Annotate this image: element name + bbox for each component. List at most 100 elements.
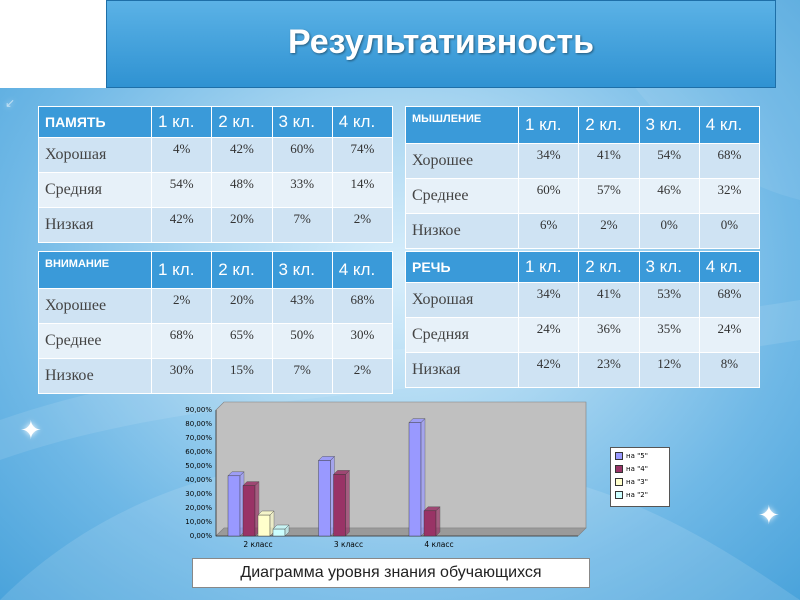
row-label: Низкая [38, 207, 152, 243]
legend-swatch [615, 452, 623, 460]
table-cell: 34% [517, 143, 580, 179]
legend-item: на "5" [615, 452, 648, 460]
y-tick-label: 80,00% [185, 420, 212, 428]
table-cell: 54% [150, 172, 213, 208]
table-cell: 4% [150, 137, 213, 173]
legend-swatch [615, 491, 623, 499]
sparkle-icon: ✦ [20, 415, 42, 445]
x-tick-label: 4 класс [424, 540, 453, 549]
table-cell: 41% [578, 143, 640, 179]
y-tick-label: 50,00% [185, 462, 212, 470]
table-cell: 74% [331, 137, 394, 173]
table-cell: 42% [517, 352, 580, 388]
table-cell: 24% [517, 317, 580, 353]
table-row: Низкая 42% 20% 7% 2% [38, 207, 394, 243]
attention-table: ВНИМАНИЕ 1 кл. 2 кл. 3 кл. 4 кл. Хорошее… [38, 251, 394, 394]
legend-swatch [615, 465, 623, 473]
table-cell: 0% [638, 213, 700, 249]
y-tick-label: 20,00% [185, 504, 212, 512]
table-row: Среднее 68% 65% 50% 30% [38, 323, 394, 359]
table-cell: 68% [698, 282, 761, 318]
column-header: 2 кл. [578, 251, 640, 283]
table-cell: 6% [517, 213, 580, 249]
table-cell: 30% [331, 323, 394, 359]
column-header: 3 кл. [271, 106, 333, 138]
table-cell: 15% [211, 358, 273, 394]
bar [272, 528, 286, 537]
bar-side [284, 524, 290, 537]
column-header: 3 кл. [638, 251, 700, 283]
table-cell: 7% [271, 358, 333, 394]
table-cell: 68% [698, 143, 761, 179]
table-name: РЕЧЬ [405, 251, 519, 283]
y-tick-label: 70,00% [185, 434, 212, 442]
column-header: 4 кл. [698, 251, 761, 283]
table-cell: 54% [638, 143, 700, 179]
table-header-row: РЕЧЬ 1 кл. 2 кл. 3 кл. 4 кл. [405, 251, 761, 283]
table-cell: 41% [578, 282, 640, 318]
left-white-strip [0, 0, 106, 88]
row-label: Среднее [405, 178, 519, 214]
row-label: Низкое [405, 213, 519, 249]
table-name: МЫШЛЕНИЕ [405, 106, 519, 144]
bar [318, 460, 331, 537]
memory-table: ПАМЯТЬ 1 кл. 2 кл. 3 кл. 4 кл. Хорошая 4… [38, 106, 394, 243]
chart-legend: на "5" на "4" на "3" на "2" [610, 447, 670, 507]
table-cell: 30% [150, 358, 213, 394]
column-header: 4 кл. [331, 251, 394, 289]
column-header: 1 кл. [150, 251, 213, 289]
table-cell: 42% [150, 207, 213, 243]
table-name: ПАМЯТЬ [38, 106, 152, 138]
table-header-row: ПАМЯТЬ 1 кл. 2 кл. 3 кл. 4 кл. [38, 106, 394, 138]
table-cell: 57% [578, 178, 640, 214]
legend-item: на "4" [615, 465, 648, 473]
bar-chart: 0,00% 10,00% 20,00% 30,00% 40,00% 50,00% 60,00… [185, 401, 587, 549]
table-row: Хорошее 2% 20% 43% 68% [38, 288, 394, 324]
table-cell: 60% [271, 137, 333, 173]
row-label: Средняя [405, 317, 519, 353]
column-header: 1 кл. [150, 106, 213, 138]
y-tick-label: 60,00% [185, 448, 212, 456]
y-tick-label: 30,00% [185, 490, 212, 498]
row-label: Хорошая [405, 282, 519, 318]
table-cell: 36% [578, 317, 640, 353]
y-tick-label: 0,00% [190, 532, 213, 540]
x-tick-label: 3 класс [334, 540, 363, 549]
row-label: Средняя [38, 172, 152, 208]
table-cell: 8% [698, 352, 761, 388]
table-cell: 50% [271, 323, 333, 359]
column-header: 2 кл. [211, 251, 273, 289]
table-row: Низкая 42% 23% 12% 8% [405, 352, 761, 388]
table-row: Хорошее 34% 41% 54% 68% [405, 143, 761, 179]
table-row: Хорошая 4% 42% 60% 74% [38, 137, 394, 173]
column-header: 4 кл. [331, 106, 394, 138]
table-cell: 68% [331, 288, 394, 324]
table-cell: 2% [150, 288, 213, 324]
table-cell: 20% [211, 207, 273, 243]
row-label: Низкое [38, 358, 152, 394]
table-cell: 20% [211, 288, 273, 324]
column-header: 1 кл. [517, 106, 580, 144]
bar [423, 510, 437, 537]
table-cell: 2% [578, 213, 640, 249]
bar [242, 485, 256, 537]
table-cell: 33% [271, 172, 333, 208]
bar [227, 475, 241, 537]
legend-swatch [615, 478, 623, 486]
legend-label: на "2" [626, 491, 648, 499]
y-tick-label: 10,00% [185, 518, 212, 526]
x-tick-label: 2 класс [243, 540, 272, 549]
bar-side [435, 506, 441, 537]
legend-item: на "2" [615, 491, 648, 499]
row-label: Низкая [405, 352, 519, 388]
table-cell: 14% [331, 172, 394, 208]
column-header: 1 кл. [517, 251, 580, 283]
table-cell: 2% [331, 358, 394, 394]
table-cell: 35% [638, 317, 700, 353]
table-cell: 7% [271, 207, 333, 243]
table-row: Средняя 24% 36% 35% 24% [405, 317, 761, 353]
row-label: Хорошее [38, 288, 152, 324]
speech-table: РЕЧЬ 1 кл. 2 кл. 3 кл. 4 кл. Хорошая 34%… [405, 251, 761, 388]
row-label: Хорошая [38, 137, 152, 173]
bar-side [345, 469, 350, 537]
